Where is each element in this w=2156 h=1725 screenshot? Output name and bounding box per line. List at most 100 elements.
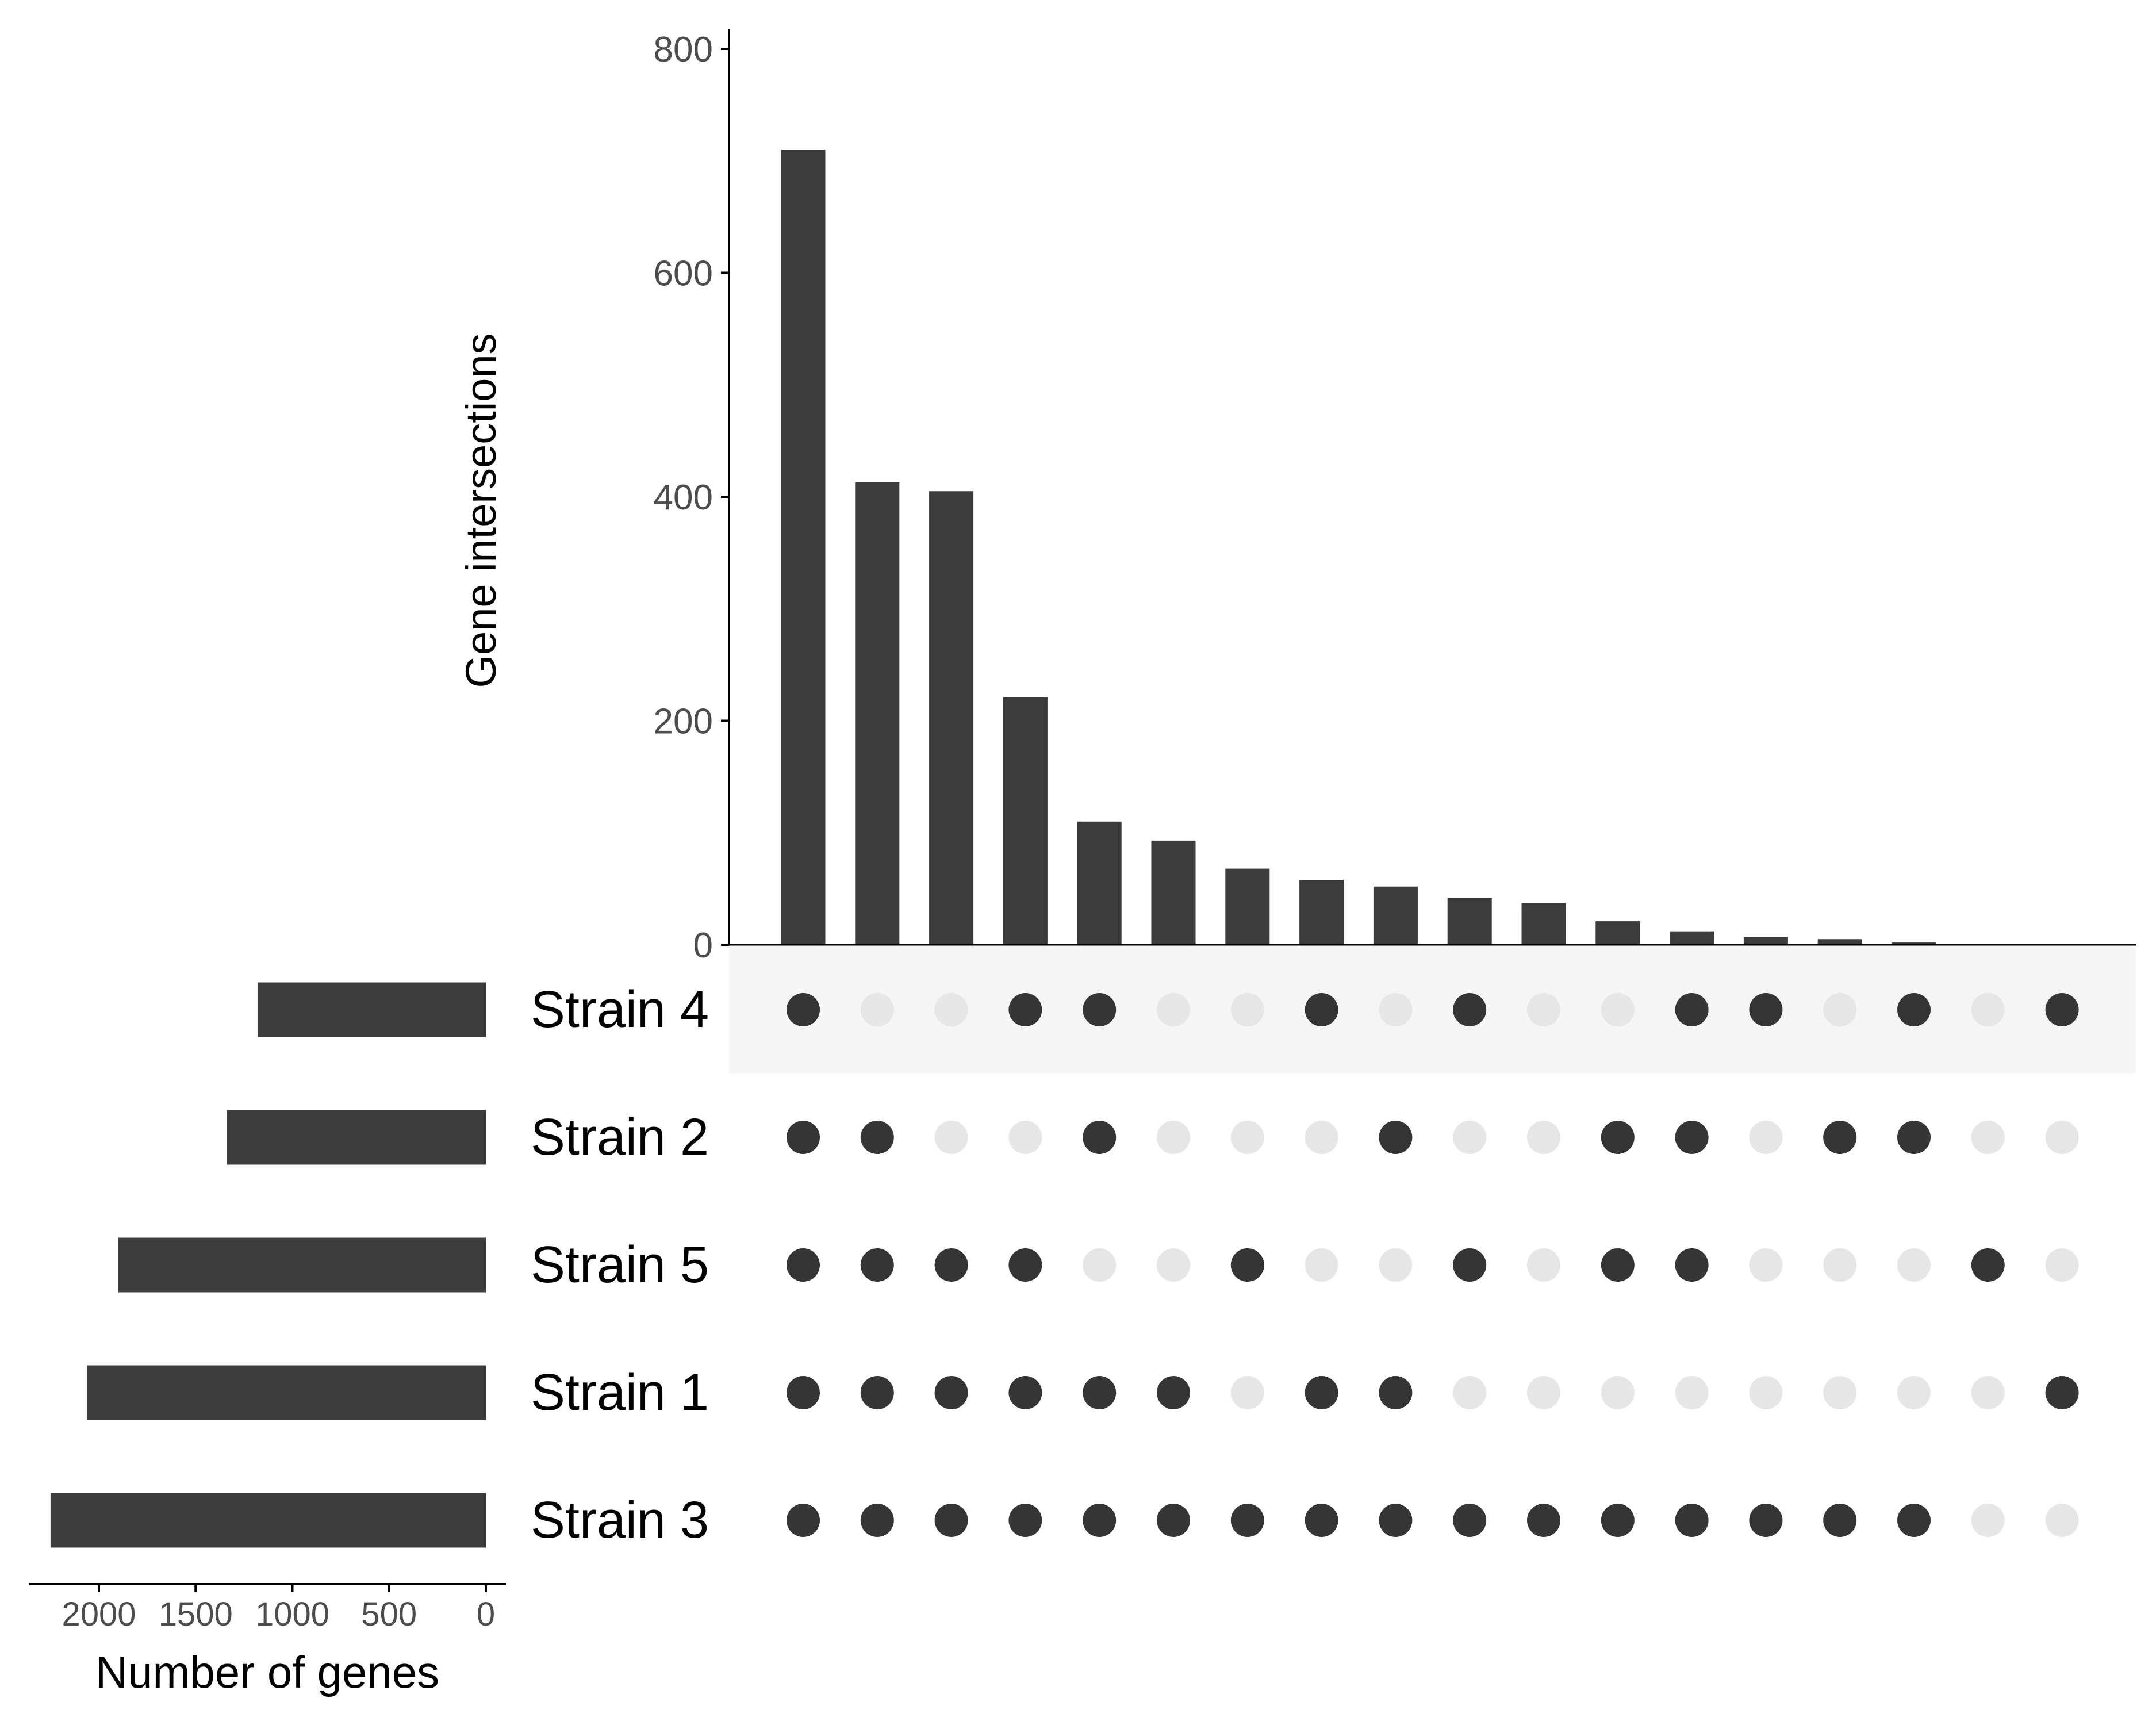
matrix-dot-empty [1157,993,1190,1026]
set-size-tick-label: 0 [477,1596,495,1633]
matrix-dot-empty [1157,1248,1190,1282]
matrix-dot-filled [1601,1504,1635,1537]
matrix-dot-empty [2045,1248,2079,1282]
matrix-dot-filled [1601,1121,1635,1154]
matrix-dot-empty [1971,993,2005,1026]
matrix-dot-filled [1083,1504,1117,1537]
matrix-dot-filled [1008,1504,1042,1537]
matrix-dot-filled [934,1376,968,1409]
set-size-tick-label: 1000 [255,1596,329,1633]
matrix-dot-empty [1897,1376,1931,1409]
matrix-dot-filled [860,1504,894,1537]
matrix-dot-empty [1601,993,1635,1026]
intersection-bar [1892,942,1936,945]
matrix-dot-filled [1230,1504,1264,1537]
y-tick-label: 400 [654,478,713,518]
intersection-bar [1743,937,1788,945]
set-size-tick-label: 2000 [62,1596,136,1633]
matrix-dot-empty [1230,1121,1264,1154]
matrix-dot-filled [1083,1376,1117,1409]
matrix-dot-filled [1453,1248,1487,1282]
intersection-bar [1447,898,1492,945]
matrix-dot-filled [1527,1504,1560,1537]
set-size-bar [257,982,486,1037]
matrix-dot-filled [1749,1504,1783,1537]
matrix-dot-filled [1008,1248,1042,1282]
matrix-dot-empty [1453,1121,1487,1154]
matrix-dot-filled [934,1248,968,1282]
y-tick-label: 200 [654,702,713,742]
set-size-bars [50,982,486,1548]
matrix-dot-filled [2045,1376,2079,1409]
matrix-dot-empty [1527,1121,1560,1154]
matrix-dot-filled [1897,1504,1931,1537]
matrix-dot-filled [1675,993,1709,1026]
matrix-dot-filled [2045,993,2079,1026]
membership-matrix [787,993,2079,1537]
matrix-dot-empty [1527,1248,1560,1282]
set-size-tick-label: 1500 [159,1596,233,1633]
matrix-dot-empty [934,993,968,1026]
intersection-bar [1521,903,1566,945]
y-tick-label: 0 [693,926,713,965]
matrix-dot-filled [1897,993,1931,1026]
matrix-dot-empty [2045,1121,2079,1154]
matrix-dot-filled [1675,1248,1709,1282]
matrix-dot-filled [1453,993,1487,1026]
intersection-bar [1670,931,1714,945]
matrix-dot-empty [1305,1121,1338,1154]
matrix-dot-filled [1008,993,1042,1026]
matrix-dot-empty [1527,993,1560,1026]
matrix-dot-filled [1008,1376,1042,1409]
matrix-dot-filled [1379,1376,1413,1409]
set-label: Strain 2 [531,1109,709,1166]
intersection-bar [1003,697,1048,945]
matrix-dot-empty [1008,1121,1042,1154]
matrix-dot-filled [860,1121,894,1154]
intersection-bar [1595,921,1640,945]
matrix-dot-filled [1083,993,1117,1026]
matrix-dot-filled [1823,1121,1857,1154]
matrix-dot-filled [1453,1504,1487,1537]
matrix-dot-filled [787,1376,820,1409]
set-size-tick-label: 500 [361,1596,417,1633]
matrix-dot-empty [1601,1376,1635,1409]
matrix-dot-empty [1675,1376,1709,1409]
set-size-bar [50,1493,486,1548]
matrix-dot-filled [787,1121,820,1154]
matrix-dot-filled [1897,1121,1931,1154]
matrix-dot-empty [1971,1504,2005,1537]
matrix-dot-filled [1083,1121,1117,1154]
set-label: Strain 4 [531,981,709,1038]
intersection-bar [1817,939,1862,945]
matrix-dot-empty [1749,1376,1783,1409]
set-size-x-axis: 2000 1500 1000 500 0 Number of genes [29,1583,506,1697]
intersection-bar [1225,868,1270,945]
matrix-dot-filled [1305,1376,1338,1409]
set-size-bar [87,1365,486,1420]
matrix-dot-filled [787,993,820,1026]
matrix-dot-filled [1823,1504,1857,1537]
matrix-dot-empty [1379,993,1413,1026]
matrix-dot-empty [1823,1248,1857,1282]
matrix-dot-empty [1230,993,1264,1026]
matrix-dot-filled [1305,1504,1338,1537]
matrix-dot-empty [1083,1248,1117,1282]
intersection-bars [781,150,1936,945]
matrix-dot-empty [1823,1376,1857,1409]
matrix-dot-filled [787,1248,820,1282]
intersection-bar [1299,880,1344,945]
matrix-dot-empty [1305,1248,1338,1282]
matrix-dot-empty [1897,1248,1931,1282]
matrix-dot-empty [1823,993,1857,1026]
intersection-bar [1373,886,1418,945]
matrix-dot-filled [1675,1121,1709,1154]
matrix-dot-filled [934,1504,968,1537]
matrix-dot-empty [1230,1376,1264,1409]
matrix-dot-filled [1379,1504,1413,1537]
matrix-dot-filled [1157,1504,1190,1537]
intersection-bar [1077,821,1122,945]
matrix-dot-filled [1749,993,1783,1026]
matrix-dot-empty [1971,1121,2005,1154]
